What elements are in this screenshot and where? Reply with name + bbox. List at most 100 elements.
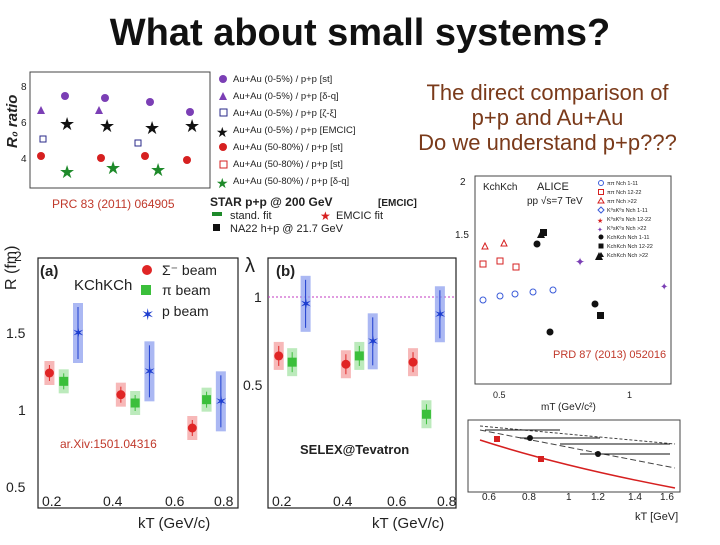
alice-point	[479, 296, 487, 304]
ratio-ytick: 4	[21, 154, 27, 165]
subtitle-line: The direct comparison of	[426, 80, 669, 105]
point-p-lambda: ✶	[367, 333, 380, 350]
alice-xlabel: mT (GeV/c²)	[541, 402, 596, 412]
kt-xtick: 1.6	[660, 492, 674, 503]
point-p-R: ✶	[143, 363, 156, 380]
alice-legend-entry: ππ Nch >22	[607, 199, 637, 205]
star-legend-entry: NA22 h+p @ 21.7 GeV	[230, 223, 344, 235]
star-legend-entry: EMCIC fit	[336, 210, 383, 222]
selex-xtick: 0.4	[103, 493, 123, 509]
alice-exp-label: ALICE	[537, 181, 569, 193]
ratio-star: ★	[59, 162, 75, 182]
panel-a-label: (a)	[40, 263, 58, 280]
selex-xlabel-b: kT (GeV/c)	[372, 515, 444, 532]
panel-b-label: (b)	[276, 263, 295, 280]
ratio-point	[97, 154, 105, 162]
alice-ytick: 2	[460, 177, 466, 188]
legend-pi: π beam	[162, 282, 211, 298]
alice-point	[529, 288, 537, 296]
lambda-label: λ	[245, 255, 255, 277]
selex-xtick: 0.2	[42, 493, 62, 509]
kt-point	[538, 456, 544, 462]
point-p-R: ✶	[215, 393, 228, 410]
alice-legend-marker	[597, 197, 605, 204]
prc-reference: PRC 83 (2011) 064905	[52, 197, 175, 211]
legend-entry: Au+Au (0-5%) / p+p [EMCIC]	[233, 125, 356, 136]
kt-xtick: 0.8	[522, 492, 536, 503]
ratio-point	[146, 98, 154, 106]
ratio-point	[141, 152, 149, 160]
ratio-ytick: 8	[21, 82, 27, 93]
subtitle-line: Do we understand p+p???	[418, 130, 677, 155]
alice-legend-entry: ππ Nch 12-22	[607, 190, 642, 196]
ratio-star: ★	[59, 114, 75, 134]
point-sigma-lambda	[341, 359, 351, 369]
panel-a-frame	[37, 257, 239, 509]
kt-xlabel: kT [GeV]	[635, 511, 678, 523]
ratio-ylabel: R₀ ratio	[5, 95, 21, 148]
star-legend-entry: stand. fit	[230, 210, 272, 222]
alice-xtick: 0.5	[493, 390, 506, 400]
legend-marker	[219, 75, 227, 83]
selex-xtick: 0.6	[387, 493, 407, 509]
point-pi-lambda	[354, 351, 364, 361]
kt-xtick: 0.6	[482, 492, 496, 503]
pair-label: KChKCh	[74, 277, 132, 294]
ratio-ytick: 6	[21, 118, 27, 129]
alice-legend-marker	[598, 234, 604, 240]
kt-xtick: 1	[566, 492, 572, 503]
subtitle: The direct comparison of p+p and Au+Au D…	[395, 80, 700, 155]
star-title: STAR p+p @ 200 GeV	[210, 195, 333, 209]
alice-point	[537, 230, 545, 238]
selex-figure: R (fm) (a) KChKCh Σ⁻ beam π beam ✶ p bea…	[0, 238, 462, 540]
kt-xtick: 1.2	[591, 492, 605, 503]
legend-marker	[219, 108, 228, 117]
point-sigma-lambda	[274, 351, 284, 361]
alice-ytick: 1.5	[455, 230, 469, 241]
selex-ytick: 0.5	[6, 479, 26, 495]
ratio-point	[37, 106, 45, 114]
ratio-star: ★	[184, 116, 200, 136]
legend-sigma: Σ⁻ beam	[162, 262, 217, 278]
alice-point	[512, 263, 520, 271]
point-sigma-R	[116, 390, 126, 400]
star-legend-marker	[213, 224, 220, 231]
alice-point	[500, 238, 508, 247]
point-pi-lambda	[287, 357, 297, 367]
selex-xtick: 0.4	[333, 493, 353, 509]
ratio-figure: R₀ ratio 8 6 4 ★ ★ ★ ★ ★ ★ ★ Au+Au (0-5%…	[4, 70, 395, 191]
legend-entry: Au+Au (0-5%) / p+p [δ-q]	[233, 91, 339, 102]
alice-legend-marker	[598, 243, 604, 249]
legend-p: p beam	[162, 303, 209, 319]
alice-point	[496, 292, 504, 300]
legend-marker: ★	[216, 124, 229, 140]
star-legend-marker: ★	[320, 209, 331, 223]
selex-ytick: 1.5	[6, 325, 26, 341]
star-legend: STAR p+p @ 200 GeV [EMCIC] stand. fit ★ …	[208, 192, 448, 248]
point-pi-lambda	[421, 409, 431, 419]
legend-entry: Au+Au (50-80%) / p+p [st]	[233, 159, 343, 170]
ratio-frame	[29, 71, 211, 189]
alice-legend-marker: ✦	[597, 226, 603, 234]
selex-ylabel: R (fm)	[3, 246, 20, 290]
kt-point	[595, 451, 601, 457]
alice-legend-entry: K⁰sK⁰s Nch 1-11	[607, 207, 648, 214]
alice-legend-marker	[597, 206, 605, 214]
alice-legend-entry: K⁰sK⁰s Nch >22	[607, 225, 646, 232]
star-tag: [EMCIC]	[378, 198, 417, 209]
selex-yticks: 2 1.5 1 0.5	[6, 248, 26, 495]
alice-point	[546, 328, 554, 336]
kt-curve	[479, 439, 676, 489]
ratio-point	[37, 152, 45, 160]
point-sigma-R	[187, 423, 197, 433]
kt-point	[494, 436, 500, 442]
alice-point	[496, 257, 504, 265]
ratio-point	[134, 139, 142, 147]
ratio-point	[183, 156, 191, 164]
subtitle-line: p+p and Au+Au	[471, 105, 624, 130]
legend-marker	[219, 143, 227, 151]
kt-frame	[467, 419, 681, 493]
alice-point	[595, 252, 603, 260]
alice-point	[479, 260, 487, 268]
legend-marker-pi	[141, 285, 151, 295]
